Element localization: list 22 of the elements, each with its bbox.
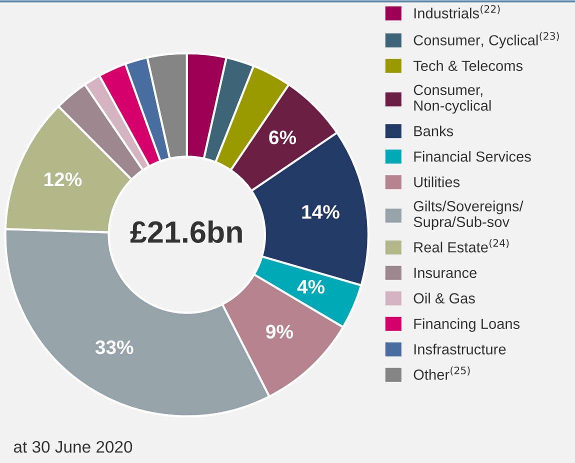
legend-label: Financing Loans (414, 318, 520, 332)
data-label: 4% (297, 280, 325, 294)
data-label: 9% (266, 324, 294, 339)
text: £21.6bn (130, 220, 242, 243)
data-label: 33% (95, 340, 134, 354)
legend-label: Insfrastructure (414, 344, 506, 354)
legend-label: Insurance (414, 268, 476, 278)
data-label: 6% (269, 130, 296, 144)
legend-label: Industrials$^{(22)}$ (414, 4, 500, 18)
legend-label: Other$^{(25)}$ (414, 366, 470, 380)
legend-label: Utilities (414, 176, 460, 188)
legend-label: Oil & Gas (414, 292, 475, 304)
legend-label: Real Estate$^{(24)}$ (414, 238, 509, 252)
legend-label: Tech & Telecoms (413, 60, 523, 71)
text: at 30 June 2020 (14, 440, 132, 453)
data-label: 14% (302, 205, 340, 219)
legend-label: Financial Services (414, 151, 531, 162)
data-label: 12% (44, 172, 82, 186)
legend-label: Consumer, Non-cyclical (414, 84, 491, 114)
legend-label: Banks (414, 126, 454, 136)
legend-label: Consumer, Cyclical$^{(23)}$ (414, 32, 559, 48)
legend-label: Gilts/Sovereigns/ Supra/Sub-sov (414, 200, 524, 230)
